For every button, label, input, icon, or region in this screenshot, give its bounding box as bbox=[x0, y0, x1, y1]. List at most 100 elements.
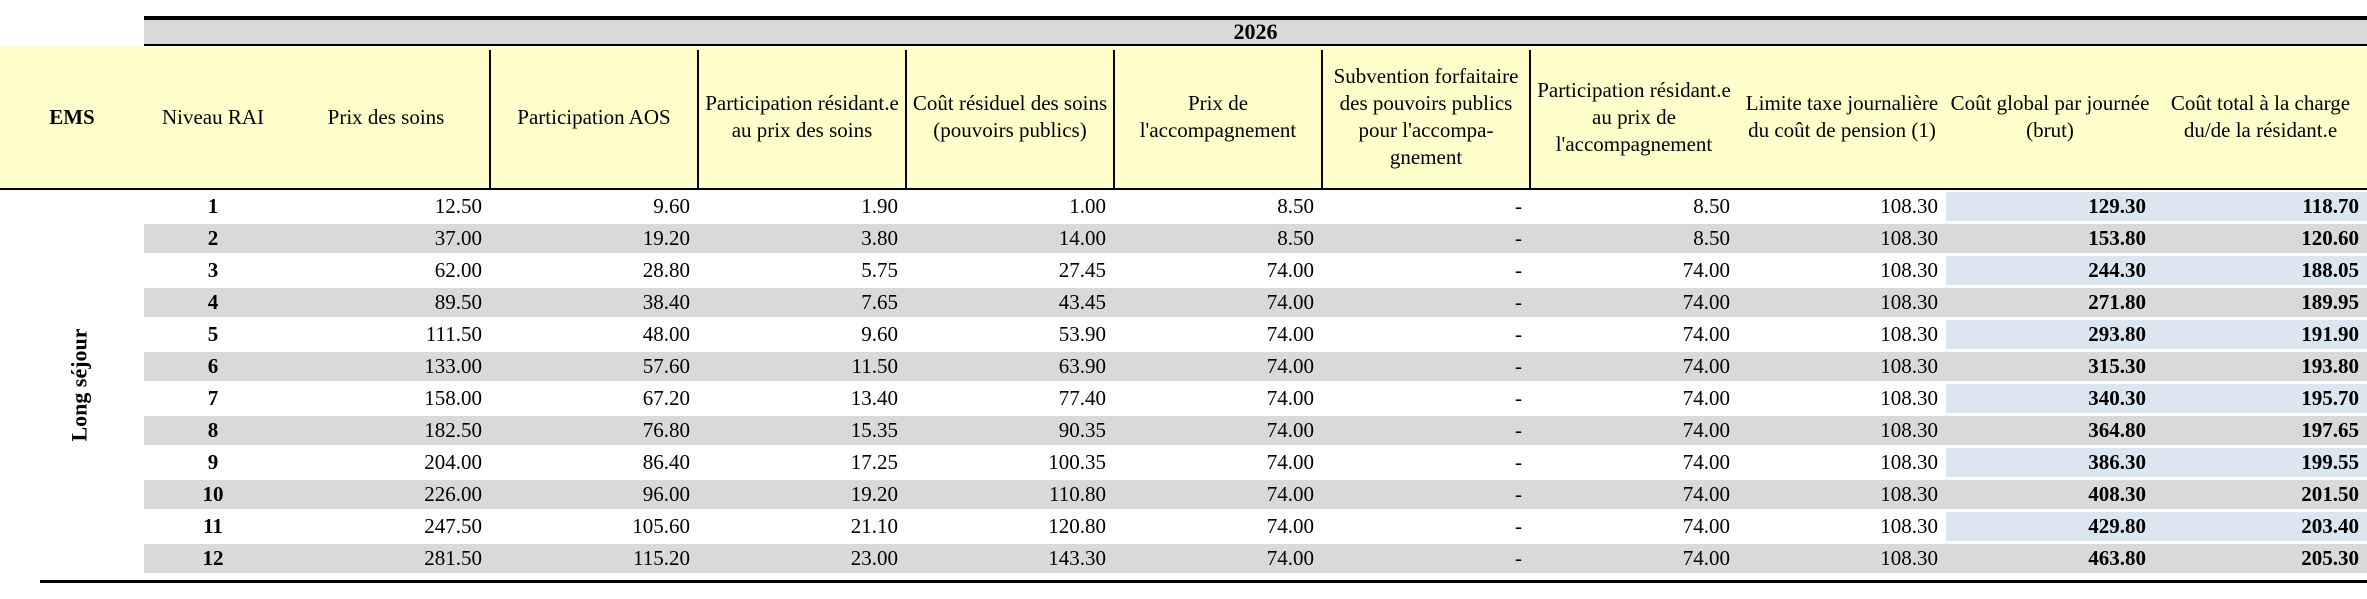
cell-prix-accompagnement: 74.00 bbox=[1266, 546, 1314, 570]
cell-limite-taxe: 108.30 bbox=[1880, 322, 1938, 346]
cell-niveau-rai: 12 bbox=[202, 546, 224, 570]
cell-subvention: - bbox=[1515, 354, 1522, 378]
cell-cout-total: 189.95 bbox=[2154, 288, 2367, 317]
cell-participation-resident-accompagnement: 74.00 bbox=[1682, 514, 1730, 538]
cell-cout-total: 197.65 bbox=[2154, 416, 2367, 445]
cell-limite-taxe: 108.30 bbox=[1880, 386, 1938, 410]
cell-limite-taxe: 108.30 bbox=[1880, 546, 1938, 570]
header-prix-accompagnement: Prix de l'accompagnement bbox=[1139, 91, 1297, 142]
cell-cout-global: 463.80 bbox=[1946, 544, 2154, 573]
cell-cout-residuel: 77.40 bbox=[1058, 386, 1106, 410]
table-row: 10 226.00 96.00 19.20 110.80 74.00 - 74.00 108.3… bbox=[144, 480, 2367, 512]
cell-participation-resident-soins: 11.50 bbox=[851, 354, 898, 378]
table-row: 4 89.50 38.40 7.65 43.45 74.00 - 74.00 108.30 271… bbox=[144, 288, 2367, 320]
cell-prix-accompagnement: 74.00 bbox=[1266, 482, 1314, 506]
table-row: 1 12.50 9.60 1.90 1.00 8.50 - 8.50 108.30 129.30 1… bbox=[144, 192, 2367, 224]
table-row: 11 247.50 105.60 21.10 120.80 74.00 - 74.00 108.… bbox=[144, 512, 2367, 544]
cell-subvention: - bbox=[1515, 546, 1522, 570]
cell-cout-global: 153.80 bbox=[1946, 224, 2154, 253]
cell-limite-taxe: 108.30 bbox=[1880, 290, 1938, 314]
cell-participation-aos: 67.20 bbox=[642, 386, 690, 410]
table-row: 2 37.00 19.20 3.80 14.00 8.50 - 8.50 108.30 153.8… bbox=[144, 224, 2367, 256]
cell-cout-total: 118.70 bbox=[2154, 192, 2367, 221]
cell-limite-taxe: 108.30 bbox=[1880, 258, 1938, 282]
cell-subvention: - bbox=[1515, 514, 1522, 538]
cell-cout-global: 129.30 bbox=[1946, 192, 2154, 221]
cell-participation-resident-soins: 17.25 bbox=[850, 450, 898, 474]
cell-prix-accompagnement: 74.00 bbox=[1266, 322, 1314, 346]
cell-prix-soins: 247.50 bbox=[424, 514, 482, 538]
cell-cout-global: 244.30 bbox=[1946, 256, 2154, 285]
cell-participation-aos: 38.40 bbox=[642, 290, 690, 314]
cell-cout-global: 408.30 bbox=[1946, 480, 2154, 509]
cell-prix-soins: 281.50 bbox=[424, 546, 482, 570]
cell-participation-resident-soins: 21.10 bbox=[850, 514, 898, 538]
header-limite-taxe: Limite taxe journalière du coût de pensi… bbox=[1745, 91, 1939, 142]
cell-prix-soins: 37.00 bbox=[434, 226, 482, 250]
table-row: 7 158.00 67.20 13.40 77.40 74.00 - 74.00 108.30 3… bbox=[144, 384, 2367, 416]
cell-cout-residuel: 143.30 bbox=[1048, 546, 1106, 570]
cell-participation-resident-accompagnement: 74.00 bbox=[1682, 450, 1730, 474]
cell-participation-aos: 105.60 bbox=[632, 514, 690, 538]
cell-cout-residuel: 100.35 bbox=[1048, 450, 1106, 474]
cell-participation-aos: 76.80 bbox=[642, 418, 690, 442]
header-subvention: Subvention forfaitaire des pouvoirs publ… bbox=[1333, 64, 1519, 169]
cell-prix-soins: 89.50 bbox=[434, 290, 482, 314]
header-row: EMS Niveau RAI Prix des soins Participat… bbox=[0, 46, 2367, 190]
cell-cout-total: 201.50 bbox=[2154, 480, 2367, 509]
table-row: 9 204.00 86.40 17.25 100.35 74.00 - 74.00 108.30… bbox=[144, 448, 2367, 480]
cell-cout-residuel: 14.00 bbox=[1058, 226, 1106, 250]
cell-cout-global: 293.80 bbox=[1946, 320, 2154, 349]
cell-cout-residuel: 1.00 bbox=[1069, 194, 1106, 218]
cell-cout-total: 120.60 bbox=[2154, 224, 2367, 253]
cell-subvention: - bbox=[1515, 290, 1522, 314]
header-participation-aos: Participation AOS bbox=[517, 104, 671, 129]
cell-subvention: - bbox=[1515, 322, 1522, 346]
header-cout-total: Coût total à la charge du/de la résidant… bbox=[2170, 91, 2351, 142]
cell-prix-soins: 12.50 bbox=[434, 194, 482, 218]
cell-subvention: - bbox=[1515, 194, 1522, 218]
cell-cout-total: 205.30 bbox=[2154, 544, 2367, 573]
header-prix-soins: Prix des soins bbox=[327, 104, 445, 129]
cell-niveau-rai: 1 bbox=[207, 194, 219, 218]
cell-cout-residuel: 90.35 bbox=[1058, 418, 1106, 442]
cell-participation-aos: 48.00 bbox=[642, 322, 690, 346]
cell-participation-resident-accompagnement: 74.00 bbox=[1682, 322, 1730, 346]
cell-prix-soins: 226.00 bbox=[424, 482, 482, 506]
cell-niveau-rai: 4 bbox=[207, 290, 219, 314]
cell-niveau-rai: 7 bbox=[207, 386, 219, 410]
cell-prix-accompagnement: 74.00 bbox=[1266, 450, 1314, 474]
cell-cout-residuel: 53.90 bbox=[1058, 322, 1106, 346]
cell-prix-accompagnement: 74.00 bbox=[1266, 514, 1314, 538]
bottom-rule bbox=[40, 580, 2367, 583]
cell-niveau-rai: 2 bbox=[207, 226, 219, 250]
cell-participation-resident-soins: 7.65 bbox=[861, 290, 898, 314]
cell-cout-residuel: 43.45 bbox=[1058, 290, 1106, 314]
cell-limite-taxe: 108.30 bbox=[1880, 226, 1938, 250]
cell-niveau-rai: 5 bbox=[207, 322, 219, 346]
cell-limite-taxe: 108.30 bbox=[1880, 354, 1938, 378]
cell-prix-accompagnement: 74.00 bbox=[1266, 418, 1314, 442]
column-divider bbox=[489, 50, 491, 190]
cell-niveau-rai: 11 bbox=[203, 514, 223, 538]
cell-participation-aos: 86.40 bbox=[642, 450, 690, 474]
cell-cout-total: 188.05 bbox=[2154, 256, 2367, 285]
cell-participation-aos: 9.60 bbox=[653, 194, 690, 218]
header-ems: EMS bbox=[49, 104, 95, 129]
cell-subvention: - bbox=[1515, 386, 1522, 410]
cell-cout-global: 315.30 bbox=[1946, 352, 2154, 381]
cell-participation-resident-accompagnement: 74.00 bbox=[1682, 258, 1730, 282]
cell-subvention: - bbox=[1515, 482, 1522, 506]
cell-participation-resident-soins: 1.90 bbox=[861, 194, 898, 218]
cell-niveau-rai: 9 bbox=[207, 450, 219, 474]
table-row: 6 133.00 57.60 11.50 63.90 74.00 - 74.00 108.30 3… bbox=[144, 352, 2367, 384]
cell-cout-total: 203.40 bbox=[2154, 512, 2367, 541]
cell-prix-accompagnement: 74.00 bbox=[1266, 354, 1314, 378]
cell-participation-resident-soins: 23.00 bbox=[850, 546, 898, 570]
cell-participation-resident-accompagnement: 74.00 bbox=[1682, 386, 1730, 410]
column-divider bbox=[1529, 50, 1531, 190]
header-cout-residuel: Coût résiduel des soins (pouvoirs public… bbox=[912, 91, 1108, 142]
cell-cout-global: 429.80 bbox=[1946, 512, 2154, 541]
group-label: Long séjour bbox=[30, 192, 130, 578]
